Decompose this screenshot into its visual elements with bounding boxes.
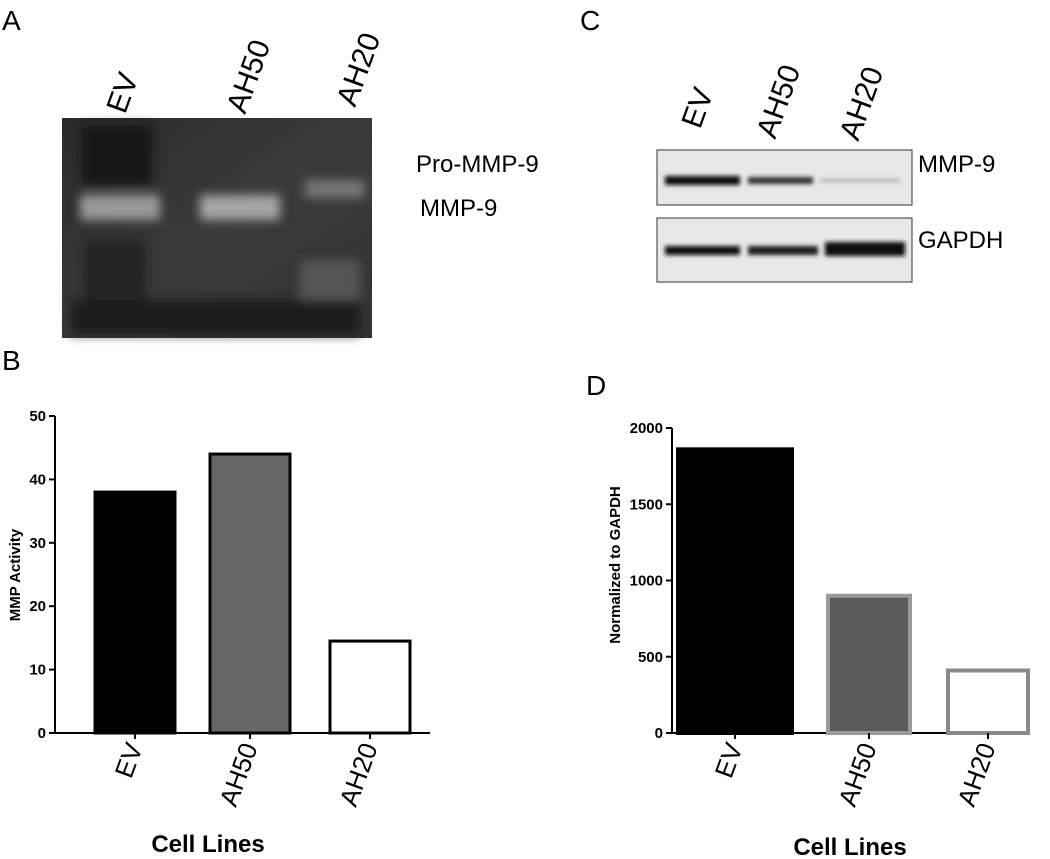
x-tick-label: AH20 xyxy=(951,739,1001,810)
y-tick-label: 0 xyxy=(655,725,663,742)
bar xyxy=(826,593,912,735)
bar xyxy=(676,447,794,735)
y-tick-label: 30 xyxy=(29,535,46,552)
y-tick-label: 20 xyxy=(29,598,46,615)
x-tick-label: EV xyxy=(709,738,749,781)
lane-label: EV xyxy=(676,83,721,132)
x-tick-label: EV xyxy=(109,738,149,781)
x-tick-label: AH50 xyxy=(213,739,263,810)
panel-label: D xyxy=(586,370,606,401)
y-tick-label: 1000 xyxy=(630,573,663,590)
y-tick-label: 0 xyxy=(38,725,46,742)
x-axis-label: Cell Lines xyxy=(793,834,906,859)
x-tick-label: AH50 xyxy=(832,739,882,810)
bar xyxy=(93,490,177,735)
y-tick-label: 1500 xyxy=(630,496,663,513)
x-axis-label: Cell Lines xyxy=(151,831,264,858)
bar xyxy=(946,668,1030,735)
panel-label: A xyxy=(2,5,21,36)
lane-label: AH20 xyxy=(331,29,388,111)
bar xyxy=(208,452,292,735)
lane-label: AH20 xyxy=(834,63,891,145)
x-tick-label: AH20 xyxy=(333,739,383,810)
y-tick-label: 50 xyxy=(29,408,46,425)
y-tick-label: 2000 xyxy=(630,420,663,437)
y-tick-label: 500 xyxy=(638,649,663,666)
bar xyxy=(328,639,412,735)
y-axis-label: MMP Activity xyxy=(7,528,24,621)
y-tick-label: 10 xyxy=(29,662,46,679)
lane-label: AH50 xyxy=(751,61,808,143)
y-tick-label: 40 xyxy=(29,471,46,488)
band-label: MMP-9 xyxy=(918,151,995,178)
panel-label: B xyxy=(2,345,21,376)
panel-label: C xyxy=(580,5,600,36)
lane-label: AH50 xyxy=(221,36,278,118)
blot-image xyxy=(656,149,913,283)
band-label: Pro-MMP-9 xyxy=(416,151,539,178)
gel-image xyxy=(62,118,372,338)
band-label: GAPDH xyxy=(918,227,1003,254)
band-label: MMP-9 xyxy=(420,195,497,222)
y-axis-label: Normalized to GAPDH xyxy=(607,486,624,644)
lane-label: EV xyxy=(101,68,146,117)
